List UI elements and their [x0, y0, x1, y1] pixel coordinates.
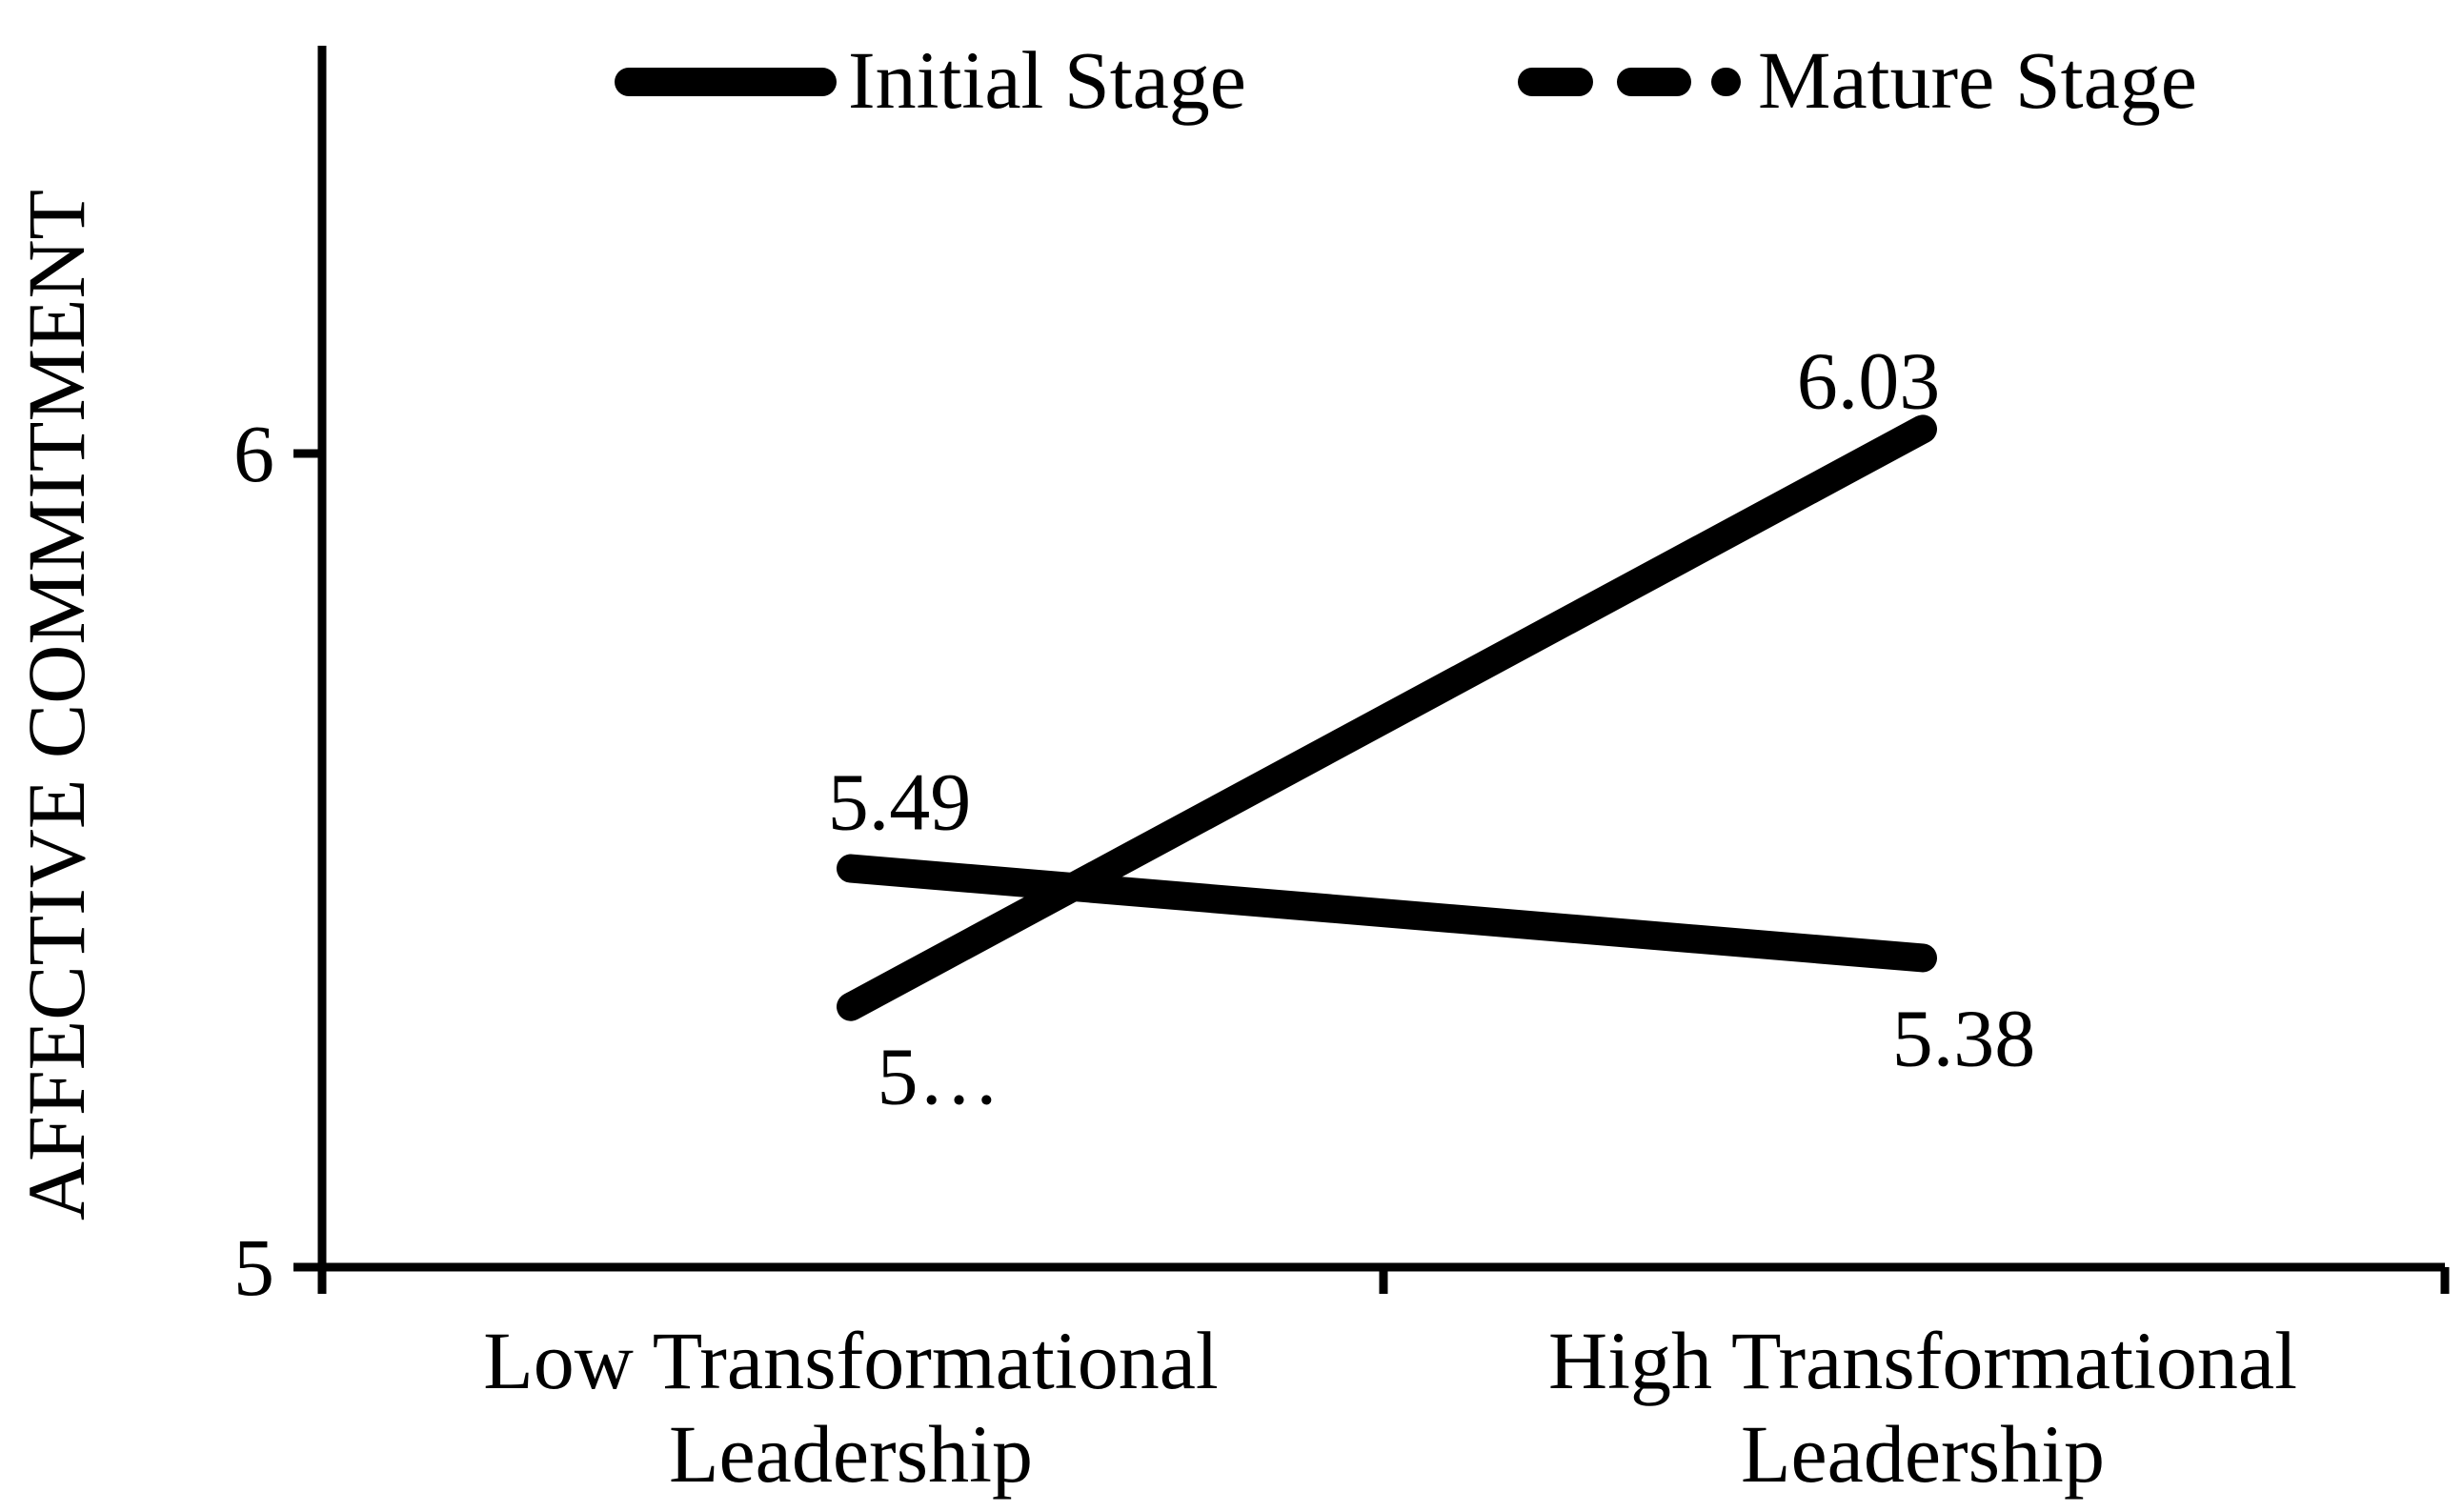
x-category-label: High Transformational Leadership: [1548, 1315, 2297, 1500]
legend-label-initial-stage: Initial Stage: [848, 34, 1246, 126]
data-label: 5.38: [1892, 992, 2036, 1083]
data-label: 5…: [878, 1031, 1000, 1122]
series-line-initial-stage: [837, 414, 1937, 1021]
data-label: 6.03: [1797, 334, 1941, 426]
y-axis-title: AFFECTIVE COMMITMENT: [10, 190, 102, 1220]
x-category-label: Low Transformational Leadership: [483, 1315, 1219, 1500]
data-label: 5.49: [828, 756, 972, 848]
y-tick-label: 5: [233, 1221, 274, 1313]
legend-label-mature-stage: Mature Stage: [1758, 34, 2197, 126]
y-tick-label: 6: [233, 408, 274, 499]
series-line-mature-stage: [837, 854, 1937, 973]
